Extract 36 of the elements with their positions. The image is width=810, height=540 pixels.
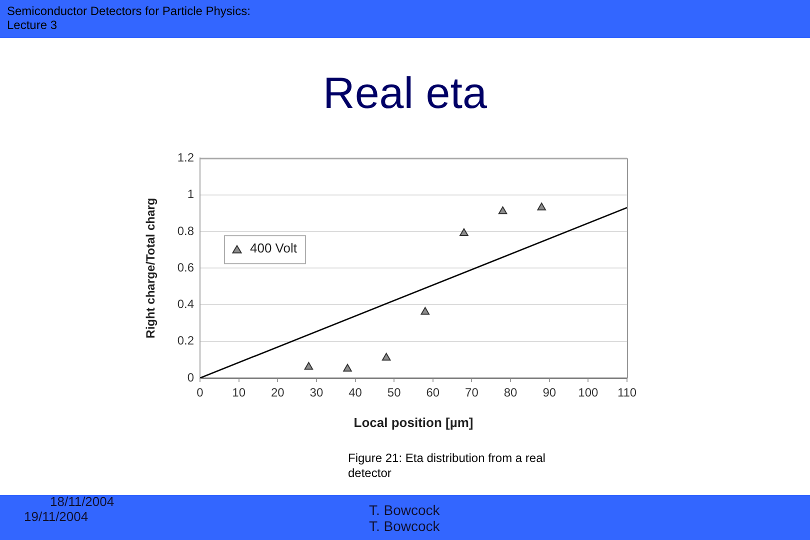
x-tick-label: 70 — [465, 386, 479, 400]
x-tick-label: 80 — [504, 386, 518, 400]
y-tick-label: 0.2 — [177, 334, 194, 348]
chart-title: Real eta — [322, 68, 488, 120]
x-tick-label: 90 — [542, 386, 556, 400]
y-tick-label: 0.6 — [177, 260, 194, 274]
point — [420, 307, 430, 315]
x-tick-label: 60 — [426, 386, 440, 400]
x-tick-label: 30 — [310, 386, 324, 400]
x-tick-label: 10 — [232, 386, 246, 400]
text: T. Bowcock — [369, 502, 440, 518]
text: Semiconductor Detectors for Particle Physics: Lecture 3 — [7, 4, 252, 32]
x-tick-label: 110 — [617, 386, 637, 400]
y-axis-title: Right charge/Total charg — [144, 198, 158, 338]
text: 18/11/2004 — [50, 494, 114, 509]
point — [498, 206, 508, 214]
point — [382, 352, 391, 361]
x-tick-label: 50 — [387, 386, 402, 400]
point — [343, 364, 352, 372]
point — [537, 202, 546, 210]
text: T. Bowcock — [369, 518, 440, 534]
x-tick-label: 20 — [270, 386, 285, 400]
x-axis-title: Local position [µm] — [354, 414, 474, 430]
x-tick-label: 100 — [578, 386, 599, 400]
text: 19/11/2004 — [24, 509, 88, 524]
x-tick-label: 0 — [196, 386, 204, 400]
point — [304, 362, 314, 370]
y-tick-label: 0.4 — [177, 297, 194, 312]
y-tick-label: 1 — [187, 187, 194, 202]
y-tick-label: 0 — [187, 370, 194, 384]
caption: Figure 21: Eta distribution from a real detector — [348, 451, 546, 481]
legend-label: 400 Volt — [250, 240, 298, 256]
y-tick-label: 1.2 — [177, 150, 194, 165]
y-tick-label: 0.8 — [177, 224, 194, 238]
point — [460, 228, 468, 236]
x-tick-label: 40 — [348, 386, 362, 400]
